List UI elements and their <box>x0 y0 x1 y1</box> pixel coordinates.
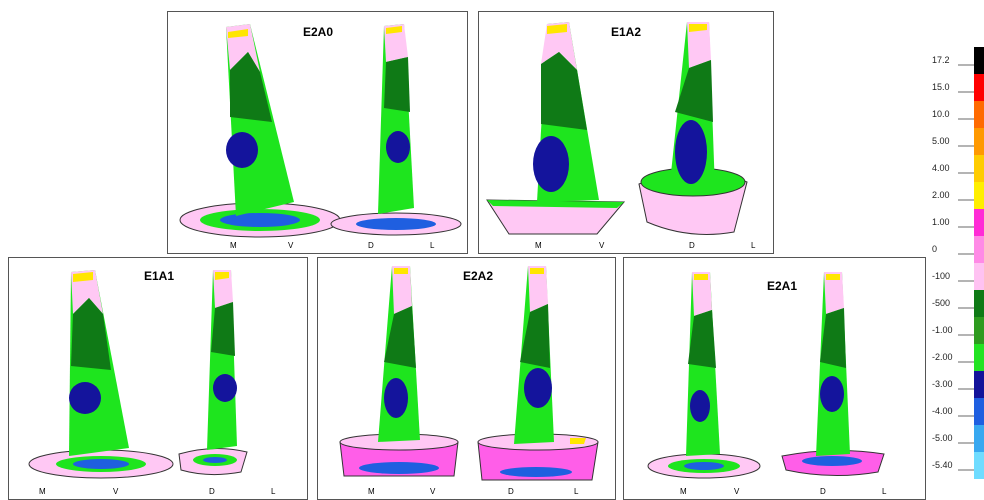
panel-e2a0: E2A0 M V D L <box>167 11 468 254</box>
stress-model-e1a1: E1A1 M V D L <box>28 269 276 496</box>
view-label-v: V <box>113 487 119 496</box>
color-scale-legend: 17.2 15.0 10.0 5.00 4.00 2.00 1.00 0 -100 -500 -1.… <box>930 47 984 499</box>
view-label-d: D <box>689 241 695 250</box>
view-label-d: D <box>209 487 215 496</box>
view-label-v: V <box>430 487 436 496</box>
color-scale-swatch <box>974 74 984 101</box>
color-scale-swatch <box>974 236 984 263</box>
color-scale-swatch <box>974 128 984 155</box>
color-scale-label: 0 <box>932 244 937 254</box>
view-label-l: L <box>882 487 887 496</box>
view-label-m: M <box>39 487 46 496</box>
view-label-l: L <box>574 487 579 496</box>
color-scale-label: 10.0 <box>932 109 950 119</box>
panel-e2a1: E2A1 M V D L <box>623 257 926 500</box>
color-scale-label: 2.00 <box>932 190 950 200</box>
color-scale-label: -500 <box>932 298 950 308</box>
color-scale-label: 15.0 <box>932 82 950 92</box>
panel-e1a2: E1A2 M V D L <box>478 11 774 254</box>
color-scale-swatch <box>974 263 984 290</box>
view-label-v: V <box>734 487 740 496</box>
color-scale-swatch <box>974 317 984 344</box>
view-label-m: M <box>535 241 542 250</box>
view-label-v: V <box>288 241 294 250</box>
view-label-l: L <box>430 241 435 250</box>
color-scale-swatch <box>974 209 984 236</box>
color-scale-swatch <box>974 371 984 398</box>
view-label-l: L <box>271 487 276 496</box>
panel-label: E1A1 <box>144 269 174 283</box>
view-label-l: L <box>751 241 756 250</box>
color-scale-swatch <box>974 101 984 128</box>
panel-label: E2A0 <box>303 25 333 39</box>
panel-e1a1: E1A1 M V D L <box>8 257 308 500</box>
color-scale-label: -2.00 <box>932 352 953 362</box>
view-label-d: D <box>508 487 514 496</box>
stress-model-e1a2: E1A2 M V D L <box>486 22 756 250</box>
color-scale-swatch <box>974 425 984 452</box>
view-label-d: D <box>368 241 374 250</box>
color-scale-swatch <box>974 290 984 317</box>
color-scale-label: 5.00 <box>932 136 950 146</box>
color-scale-swatch <box>974 344 984 371</box>
color-scale-label: -100 <box>932 271 950 281</box>
color-scale-label: 17.2 <box>932 55 950 65</box>
stress-model-e2a0: E2A0 M V D L <box>179 24 462 250</box>
color-scale-swatch <box>974 182 984 209</box>
view-label-m: M <box>230 241 237 250</box>
panel-label: E2A1 <box>767 279 797 293</box>
panel-e2a2: E2A2 M V D L <box>317 257 616 500</box>
stress-model-e2a2: E2A2 M V D L <box>339 266 599 496</box>
color-scale-label: -3.00 <box>932 379 953 389</box>
color-scale-label: -5.40 <box>932 460 953 470</box>
view-label-m: M <box>680 487 687 496</box>
color-scale-bar: 17.2 15.0 10.0 5.00 4.00 2.00 1.00 0 -100 -500 -1.… <box>932 47 984 479</box>
stress-model-e2a1: E2A1 M V D L <box>647 272 887 496</box>
color-scale-swatch <box>974 47 984 74</box>
color-scale-swatch <box>974 155 984 182</box>
color-scale-label: 4.00 <box>932 163 950 173</box>
color-scale-swatch <box>974 452 984 479</box>
color-scale-label: -1.00 <box>932 325 953 335</box>
panel-label: E2A2 <box>463 269 493 283</box>
color-scale-label: 1.00 <box>932 217 950 227</box>
view-label-m: M <box>368 487 375 496</box>
view-label-v: V <box>599 241 605 250</box>
panel-label: E1A2 <box>611 25 641 39</box>
color-scale-label: -4.00 <box>932 406 953 416</box>
color-scale-swatch <box>974 398 984 425</box>
view-label-d: D <box>820 487 826 496</box>
color-scale-label: -5.00 <box>932 433 953 443</box>
